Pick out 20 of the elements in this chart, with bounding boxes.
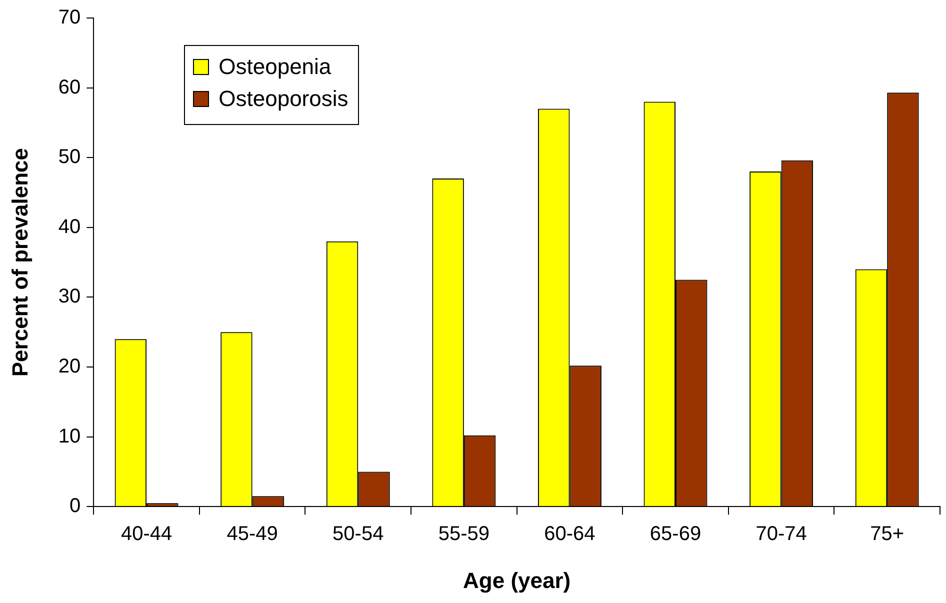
legend-label: Osteopenia xyxy=(218,54,332,80)
y-tick-label: 0 xyxy=(70,495,81,518)
y-tick-label: 10 xyxy=(58,425,81,448)
y-tick-label: 30 xyxy=(58,286,81,308)
y-tick-label: 40 xyxy=(58,216,81,238)
x-tick-label: 45-49 xyxy=(226,523,278,546)
y-tick-label: 60 xyxy=(58,76,81,98)
x-axis-title: Age (year) xyxy=(463,568,571,593)
y-tick-label: 70 xyxy=(58,6,81,29)
y-tick-label: 50 xyxy=(58,146,81,168)
x-tick-label: 75+ xyxy=(870,523,904,546)
legend-label: Osteoporosis xyxy=(218,86,348,112)
x-tick-label: 50-54 xyxy=(332,523,384,546)
x-tick-label: 60-64 xyxy=(544,523,596,546)
y-axis-title: Percent of prevalence xyxy=(7,148,32,377)
x-tick-label: 40-44 xyxy=(120,523,172,546)
x-tick-label: 70-74 xyxy=(756,523,807,546)
y-tick-label: 20 xyxy=(58,356,81,378)
x-tick-label: 55-59 xyxy=(438,523,490,546)
x-tick-label: 65-69 xyxy=(650,523,702,546)
